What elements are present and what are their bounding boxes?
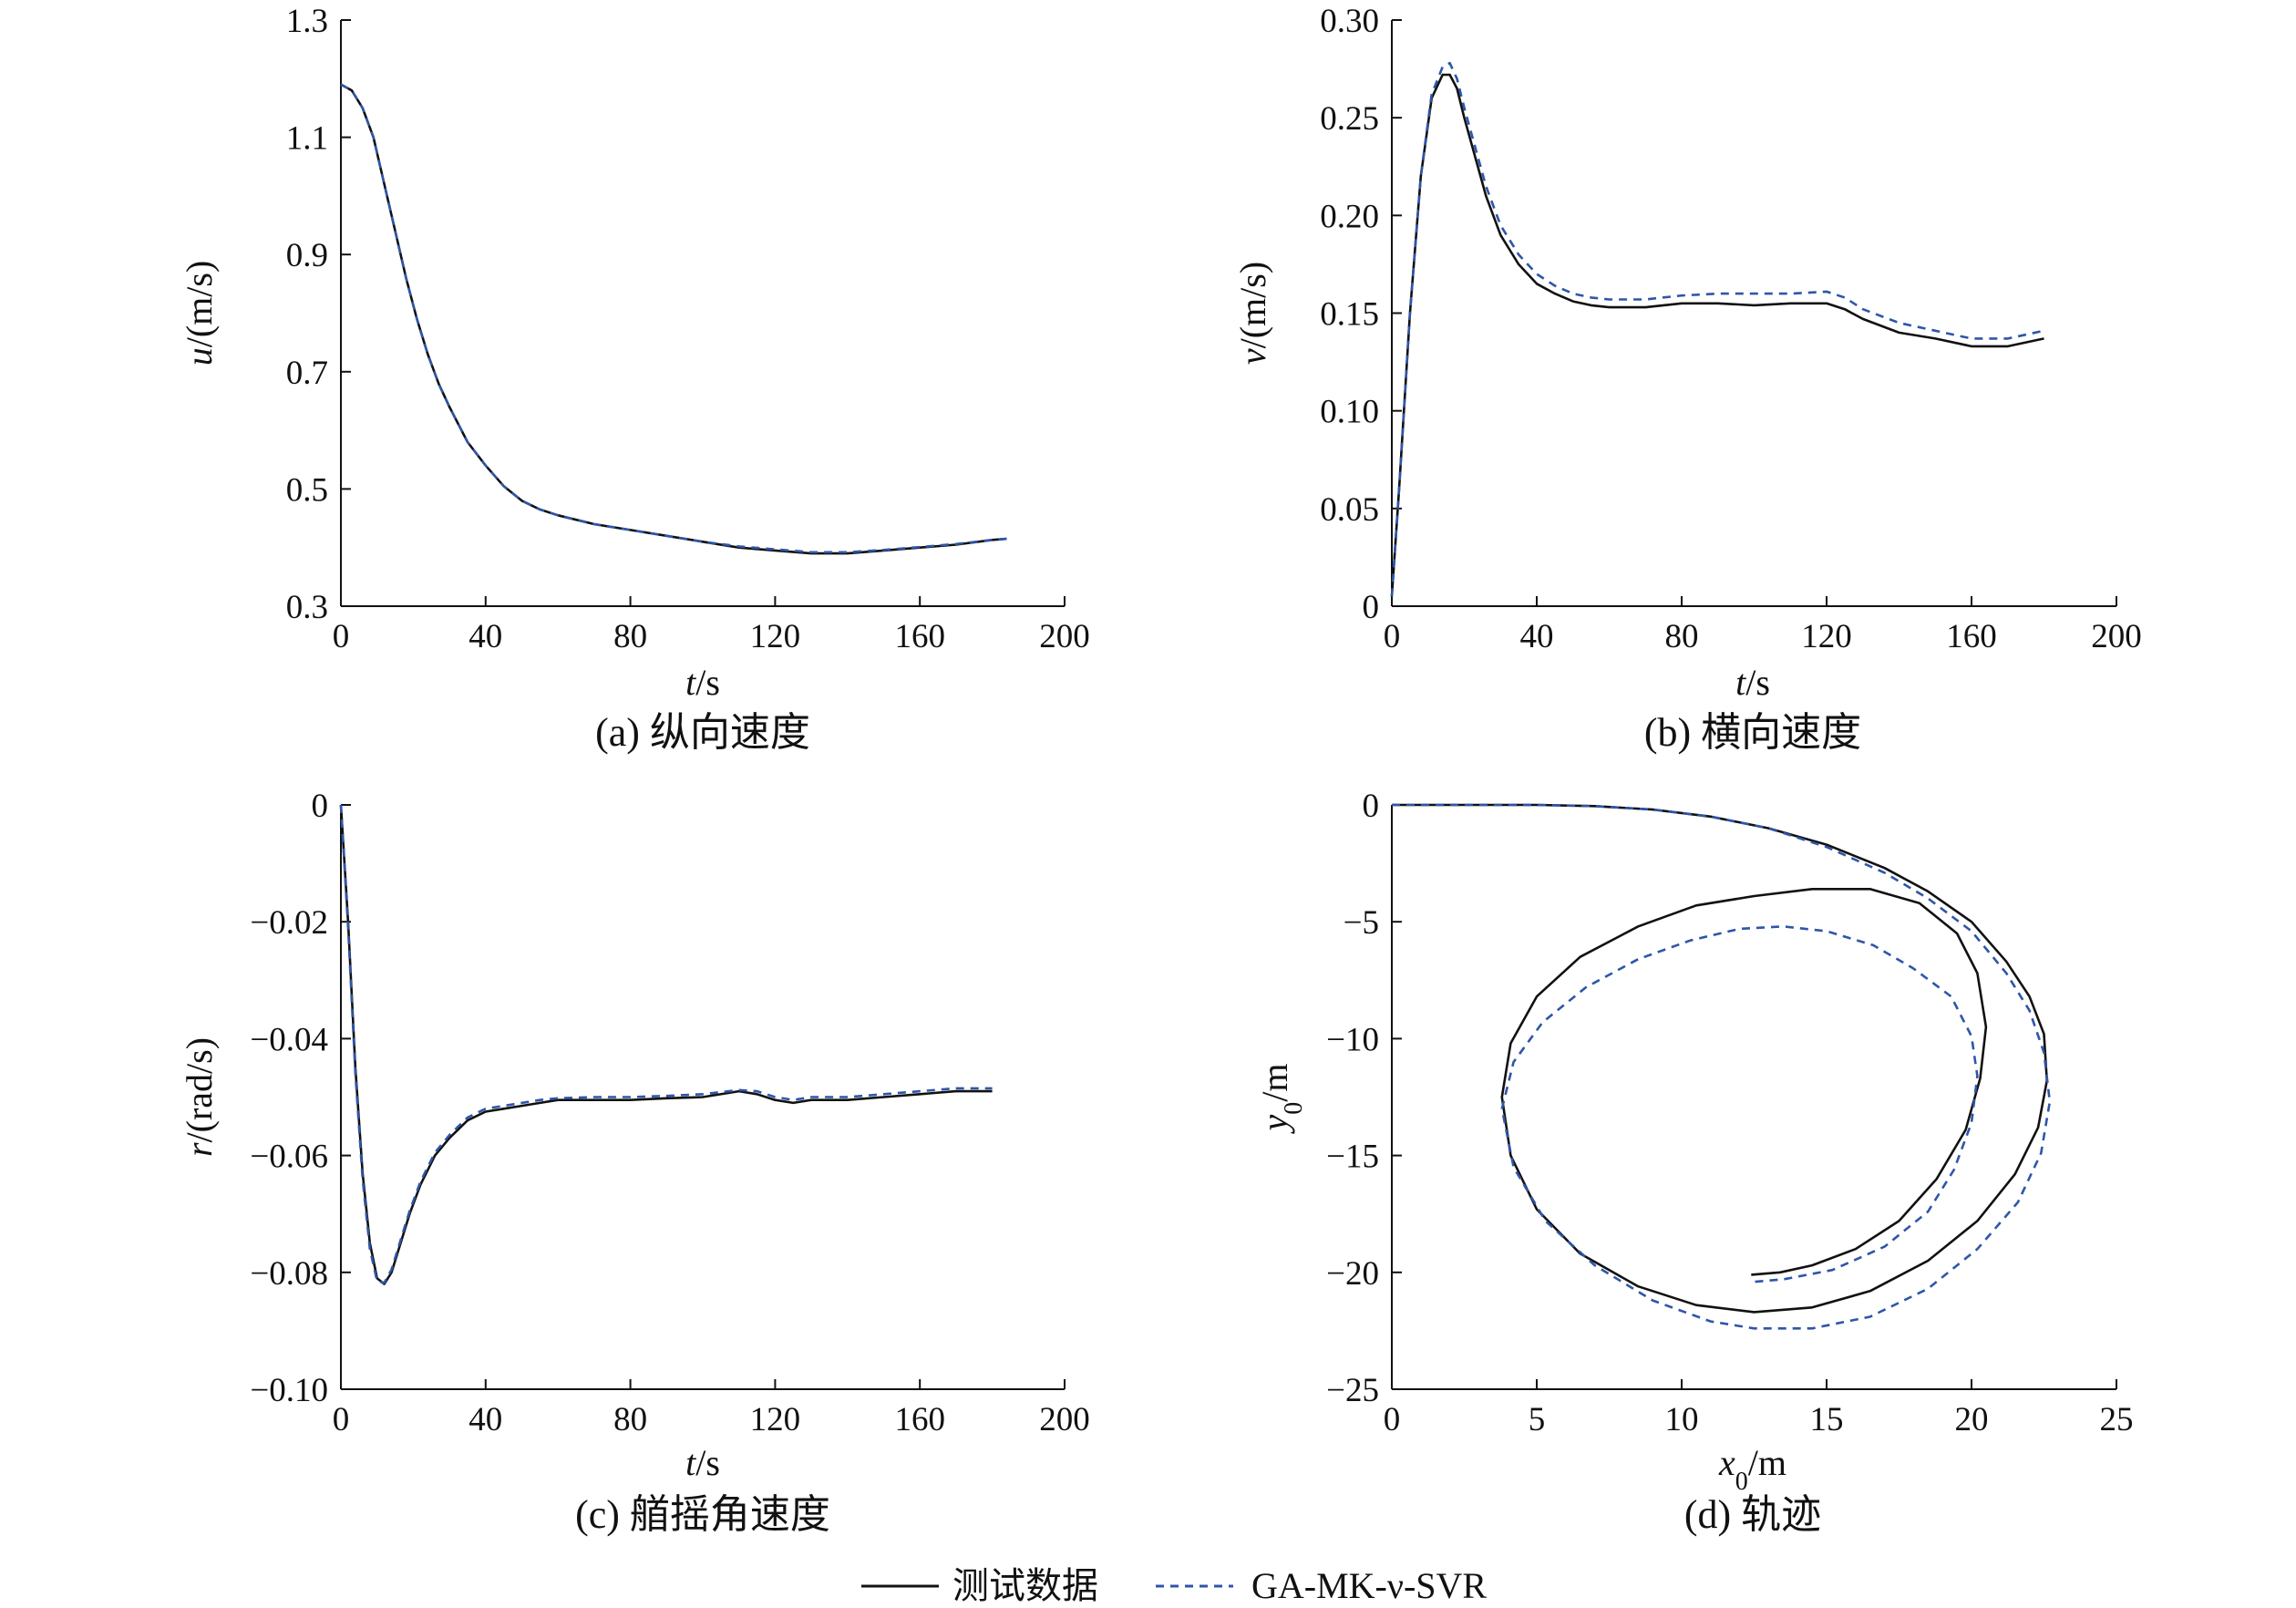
legend: 测试数据 GA-MK-ν-SVR xyxy=(861,1565,1487,1606)
y-tick-label: 0.15 xyxy=(1320,296,1379,334)
panel-b: 0 40 80 120 160 200 0 0.05 0.10 0.15 0.20 0.25 0.30 t… xyxy=(1232,3,2142,755)
x-tick-label: 40 xyxy=(468,1401,502,1438)
x-tick-label: 40 xyxy=(468,618,502,655)
y-tick-label: −0.10 xyxy=(250,1372,328,1409)
y-tick-label: 0.9 xyxy=(286,237,328,274)
series-model xyxy=(339,804,993,1284)
panel-c: 0 40 80 120 160 200 −0.10 −0.08 −0.06 −0.04 −0.02 0… xyxy=(179,788,1090,1537)
y-label-var: y xyxy=(1254,1115,1295,1135)
series-model xyxy=(1390,61,2044,597)
y-tick-label: −0.04 xyxy=(250,1021,328,1058)
y-tick-label: −0.02 xyxy=(250,904,328,942)
x-label-var: t xyxy=(685,1442,696,1483)
y-tick-label: 0.10 xyxy=(1320,394,1379,431)
x-label-var: t xyxy=(685,662,696,703)
x-axis-label: t/s xyxy=(685,1442,720,1483)
series-test xyxy=(339,804,993,1285)
y-tick-label: −0.08 xyxy=(250,1255,328,1293)
x-tick-label: 80 xyxy=(613,618,647,655)
y-tick-label: 0.3 xyxy=(286,589,328,626)
x-tick-label: 20 xyxy=(1955,1401,1989,1438)
y-label-var: v xyxy=(1232,348,1273,365)
y-tick-label: 0.30 xyxy=(1320,3,1379,40)
legend-model-label: GA-MK-ν-SVR xyxy=(1251,1565,1487,1606)
x-label-unit: /s xyxy=(695,662,720,703)
y-tick-label: −0.06 xyxy=(250,1139,328,1176)
series-test xyxy=(340,83,1007,555)
y-tick-label: −10 xyxy=(1326,1021,1379,1058)
series-model xyxy=(1392,803,2052,1330)
y-tick-label: 0 xyxy=(1363,589,1380,626)
panel-caption: (d) 轨迹 xyxy=(1684,1492,1821,1537)
y-tick-label: 0 xyxy=(312,788,329,825)
x-tick-label: 25 xyxy=(2100,1401,2134,1438)
x-tick-label: 0 xyxy=(1384,618,1401,655)
x-tick-label: 10 xyxy=(1665,1401,1699,1438)
y-label-sub: 0 xyxy=(1280,1102,1308,1115)
y-tick-label: 0.05 xyxy=(1320,491,1379,529)
x-axis-label: x0/m xyxy=(1718,1442,1786,1496)
y-tick-label: 1.1 xyxy=(286,120,328,158)
panel-caption: (c) 艏摇角速度 xyxy=(575,1492,830,1537)
y-label-unit: /m xyxy=(1254,1064,1295,1102)
y-tick-label: −25 xyxy=(1326,1372,1379,1409)
x-label-unit: /s xyxy=(695,1442,720,1483)
y-axis-label: v/(m/s) xyxy=(1232,262,1273,365)
y-axis-label: r/(rad/s) xyxy=(179,1037,220,1157)
x-tick-label: 160 xyxy=(894,618,945,655)
series-test xyxy=(1390,73,2044,597)
y-tick-label: −15 xyxy=(1326,1139,1379,1176)
y-tick-label: 0.20 xyxy=(1320,198,1379,235)
panel-caption: (b) 横向速度 xyxy=(1644,710,1861,755)
x-tick-label: 120 xyxy=(1801,618,1852,655)
x-tick-label: 0 xyxy=(333,1401,350,1438)
y-tick-label: 0.25 xyxy=(1320,100,1379,138)
x-label-unit: /m xyxy=(1748,1442,1786,1483)
x-label-unit: /s xyxy=(1745,662,1770,703)
y-label-var: r xyxy=(179,1142,220,1157)
x-label-var: t xyxy=(1735,662,1746,703)
x-tick-label: 120 xyxy=(750,1401,801,1438)
y-tick-label: 1.3 xyxy=(286,3,328,40)
y-axis-label: y0/m xyxy=(1254,1064,1308,1135)
y-label-unit: /(m/s) xyxy=(179,261,220,348)
panel-a: 0 40 80 120 160 200 0.3 0.5 0.7 0.9 1.1 1.3 t/s u/(m/… xyxy=(179,3,1090,755)
x-tick-label: 5 xyxy=(1529,1401,1546,1438)
x-tick-label: 15 xyxy=(1810,1401,1844,1438)
x-label-var: x xyxy=(1718,1442,1735,1483)
panel-caption: (a) 纵向速度 xyxy=(595,710,810,755)
x-tick-label: 120 xyxy=(750,618,801,655)
x-tick-label: 200 xyxy=(1039,618,1090,655)
y-label-unit: /(rad/s) xyxy=(179,1037,220,1143)
legend-test-label: 测试数据 xyxy=(952,1565,1098,1606)
y-tick-label: −20 xyxy=(1326,1255,1379,1293)
y-tick-label: −5 xyxy=(1344,904,1379,942)
y-tick-label: 0.5 xyxy=(286,471,328,509)
x-label-sub: 0 xyxy=(1735,1468,1748,1496)
y-tick-label: 0 xyxy=(1363,788,1380,825)
x-tick-label: 0 xyxy=(333,618,350,655)
x-tick-label: 160 xyxy=(1946,618,1997,655)
x-tick-label: 40 xyxy=(1520,618,1554,655)
y-tick-label: 0.7 xyxy=(286,355,328,392)
x-tick-label: 200 xyxy=(2091,618,2142,655)
y-label-unit: /(m/s) xyxy=(1232,262,1273,349)
x-tick-label: 0 xyxy=(1384,1401,1401,1438)
x-tick-label: 80 xyxy=(613,1401,647,1438)
series-test xyxy=(1392,803,2048,1314)
series-model xyxy=(340,83,1007,554)
x-axis-label: t/s xyxy=(1735,662,1770,703)
panels: 0 40 80 120 160 2000.30.50.70.91.11.3t/su/(m/… xyxy=(179,3,2142,1537)
y-label-var: u xyxy=(179,347,220,366)
x-axis-label: t/s xyxy=(685,662,720,703)
x-tick-label: 200 xyxy=(1039,1401,1090,1438)
y-axis-label: u/(m/s) xyxy=(179,261,220,366)
x-tick-label: 160 xyxy=(894,1401,945,1438)
x-tick-label: 80 xyxy=(1665,618,1699,655)
